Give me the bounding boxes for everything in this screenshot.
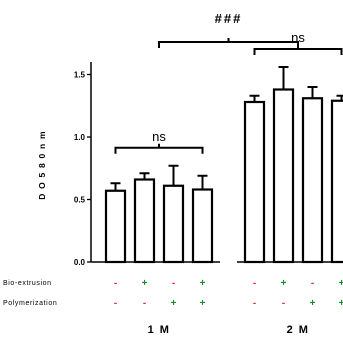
condition-label: Bio-extrusion bbox=[3, 280, 52, 287]
bar bbox=[243, 100, 266, 264]
condition-label: Polymerization bbox=[3, 300, 57, 307]
minus-marker: - bbox=[114, 278, 117, 289]
plus-marker: + bbox=[142, 278, 148, 289]
y-tick-label: 1.5 bbox=[74, 71, 86, 80]
bar bbox=[191, 188, 214, 264]
group-significance-label: ns bbox=[152, 129, 166, 144]
bar bbox=[301, 97, 324, 264]
plus-marker: + bbox=[200, 278, 206, 289]
plus-marker: + bbox=[339, 278, 343, 289]
y-axis-label: D O 5 8 0 n m bbox=[37, 130, 47, 199]
plus-marker: + bbox=[200, 298, 206, 309]
condition-rows: Bio-extrusion - + - + - + - + Polymerization - - + + -… bbox=[3, 278, 343, 336]
bar bbox=[330, 99, 343, 264]
y-tick-label: 0.0 bbox=[74, 258, 86, 267]
minus-marker: - bbox=[114, 298, 117, 309]
plus-marker: + bbox=[171, 298, 177, 309]
minus-marker: - bbox=[282, 298, 285, 309]
group-label: 2 M bbox=[287, 324, 310, 336]
group-label: 1 M bbox=[148, 324, 171, 336]
bar bbox=[133, 178, 156, 264]
minus-marker: - bbox=[311, 278, 314, 289]
bar bbox=[272, 88, 295, 264]
between-group-bracket bbox=[158, 38, 299, 48]
group-bracket bbox=[114, 143, 204, 154]
y-tick-label: 0.5 bbox=[74, 196, 86, 205]
minus-marker: - bbox=[253, 298, 256, 309]
y-tick-label: 1.0 bbox=[74, 133, 86, 142]
minus-marker: - bbox=[143, 298, 146, 309]
bar bbox=[162, 184, 185, 264]
bars-layer bbox=[104, 66, 343, 264]
bar bbox=[104, 189, 127, 264]
between-group-significance: ### bbox=[215, 11, 243, 26]
plus-marker: + bbox=[310, 298, 316, 309]
minus-marker: - bbox=[172, 278, 175, 289]
plus-marker: + bbox=[281, 278, 287, 289]
minus-marker: - bbox=[253, 278, 256, 289]
plus-marker: + bbox=[339, 298, 343, 309]
